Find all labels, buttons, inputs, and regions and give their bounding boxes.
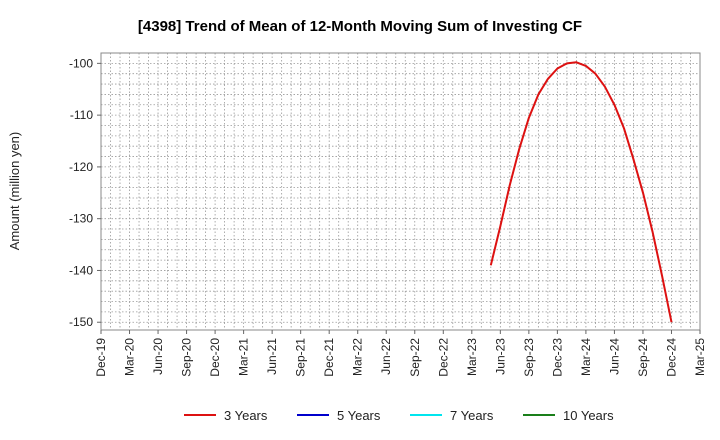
plot-area bbox=[101, 53, 700, 330]
legend-label: 3 Years bbox=[224, 408, 268, 423]
plot-border bbox=[100, 52, 701, 331]
x-tick-label: Dec-24 bbox=[664, 338, 678, 377]
y-tick-label: -110 bbox=[70, 108, 93, 122]
x-tick-label: Mar-20 bbox=[123, 338, 137, 376]
x-tick-label: Mar-23 bbox=[465, 338, 479, 376]
y-tick-label: -130 bbox=[69, 212, 93, 226]
series-layer bbox=[489, 61, 673, 323]
x-tick-label: Dec-19 bbox=[94, 338, 108, 377]
x-tick-label: Dec-20 bbox=[208, 338, 222, 377]
legend-label: 7 Years bbox=[450, 408, 494, 423]
x-tick-label: Sep-23 bbox=[522, 338, 536, 377]
y-tick-label: -120 bbox=[69, 160, 93, 174]
grid bbox=[101, 53, 700, 330]
y-axis: -100 -110 -120 -130 -140 -150 bbox=[69, 56, 101, 329]
x-tick-label: Mar-21 bbox=[237, 338, 251, 376]
legend-label: 5 Years bbox=[337, 408, 381, 423]
x-tick-label: Jun-20 bbox=[151, 338, 165, 375]
y-tick-label: -140 bbox=[69, 263, 93, 277]
x-tick-label: Mar-22 bbox=[351, 338, 365, 376]
x-tick-label: Dec-23 bbox=[550, 338, 564, 377]
series-line-0 bbox=[489, 61, 673, 323]
y-axis-label: Amount (million yen) bbox=[7, 132, 22, 251]
x-tick-label: Sep-24 bbox=[636, 338, 650, 377]
x-tick-label: Mar-25 bbox=[693, 338, 707, 376]
x-tick-label: Mar-24 bbox=[579, 338, 593, 376]
legend-label: 10 Years bbox=[563, 408, 614, 423]
y-tick-label: -100 bbox=[69, 56, 93, 70]
y-tick-label: -150 bbox=[69, 315, 93, 329]
x-tick-label: Dec-22 bbox=[436, 338, 450, 377]
x-tick-label: Dec-21 bbox=[322, 338, 336, 377]
legend: 3 Years 5 Years 7 Years 10 Years bbox=[184, 408, 614, 423]
x-tick-label: Sep-22 bbox=[408, 338, 422, 377]
x-tick-label: Jun-23 bbox=[493, 338, 507, 375]
x-tick-label: Jun-21 bbox=[265, 338, 279, 375]
x-tick-label: Jun-22 bbox=[379, 338, 393, 375]
chart-title: [4398] Trend of Mean of 12-Month Moving … bbox=[138, 18, 582, 35]
x-axis: Dec-19 Mar-20 Jun-20 Sep-20 Dec-20 Mar-21 Jun-… bbox=[94, 330, 707, 377]
x-tick-label: Jun-24 bbox=[607, 338, 621, 375]
x-tick-label: Sep-20 bbox=[180, 338, 194, 377]
x-tick-label: Sep-21 bbox=[294, 338, 308, 377]
